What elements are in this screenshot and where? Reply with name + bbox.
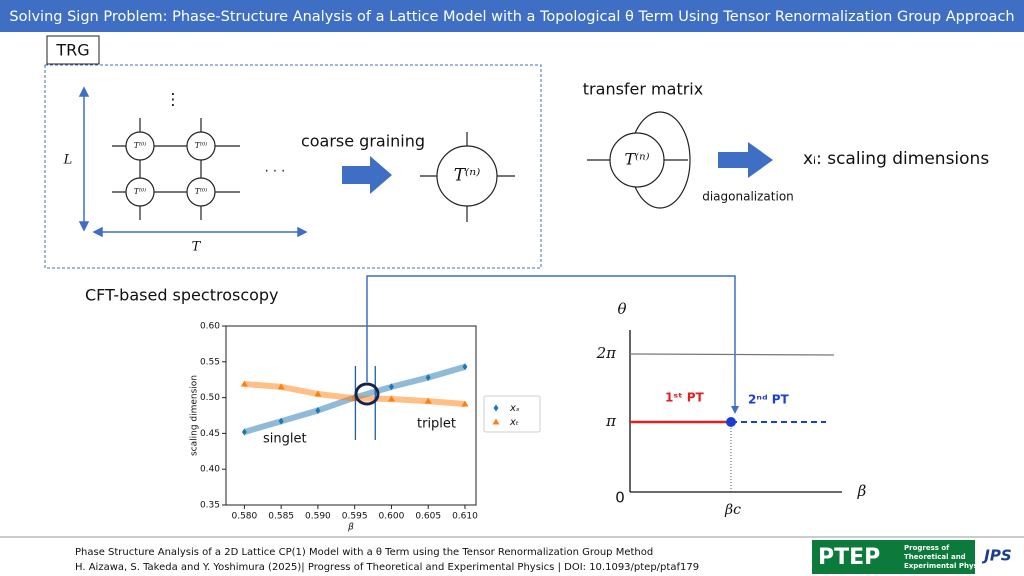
point	[424, 397, 432, 404]
y-tick-label: 0.40	[200, 465, 220, 475]
point	[314, 390, 322, 397]
transfer-shape	[587, 111, 691, 209]
trg-label-box	[46, 35, 100, 65]
header-title: Solving Sign Problem: Phase-Structure An…	[9, 9, 1014, 25]
phase-axes	[629, 330, 842, 493]
diagonalization: diagonalization	[702, 190, 794, 204]
theta-label: θ	[617, 300, 626, 318]
x-tick-label: 0.605	[415, 512, 441, 522]
point	[278, 417, 284, 425]
beta-c: βc	[724, 502, 741, 518]
y-tick-label: 0.35	[200, 501, 220, 511]
logo-sub: Progress of	[904, 544, 950, 552]
l-label: L	[63, 153, 73, 168]
legend-marker	[493, 404, 499, 412]
point	[241, 428, 247, 436]
legend-label: xₜ	[509, 417, 519, 428]
society: JPS	[981, 547, 1011, 565]
first-pt: 1ˢᵗ PT	[665, 391, 705, 405]
transfer-tensor: T⁽ⁿ⁾	[624, 150, 649, 169]
y-tick-label: 0.60	[200, 322, 220, 332]
lattice	[112, 118, 240, 220]
x-tick-label: 0.610	[452, 512, 478, 522]
two-pi-line	[629, 353, 835, 356]
tensor-label: T⁽⁰⁾	[195, 187, 208, 196]
x-axis-label: β	[347, 523, 354, 533]
pi: π	[605, 412, 617, 430]
coarse-graining: coarse graining	[301, 132, 425, 151]
footer-line: H. Aizawa, S. Takeda and Y. Yoshimura (2…	[75, 562, 699, 573]
two-pi: 2π	[596, 344, 618, 362]
point	[462, 363, 468, 371]
beta-label: β	[857, 482, 867, 500]
point	[277, 383, 285, 390]
point	[387, 395, 395, 402]
point	[388, 383, 394, 391]
size-arrows	[78, 86, 308, 238]
horizontal-dots: · · ·	[265, 165, 286, 180]
y-tick-label: 0.50	[200, 393, 220, 403]
y-tick-label: 0.45	[200, 429, 220, 439]
tensor-label: T⁽⁰⁾	[134, 187, 147, 196]
y-axis-label: scaling dimension	[190, 375, 200, 456]
chart: 0.580 0.585 0.590 0.595 0.600 0.605 0.610 0.35 0…	[190, 322, 541, 533]
x-tick-label: 0.585	[268, 512, 294, 522]
plot-area	[225, 325, 477, 506]
legend-marker	[492, 418, 500, 425]
logo-sub: Theoretical and	[904, 553, 966, 561]
annotation: triplet	[417, 417, 456, 432]
legend-label: xₛ	[509, 403, 520, 414]
tensor-label: T⁽⁰⁾	[195, 141, 208, 150]
block-arrow	[342, 156, 392, 194]
scaling-dimensions: xᵢ: scaling dimensions	[803, 149, 989, 169]
trg-label: TRG	[55, 41, 89, 60]
vertical-dots: ⋮	[165, 90, 181, 109]
coarse-tensor: T⁽ⁿ⁾	[454, 166, 481, 186]
x-tick-label: 0.590	[305, 512, 331, 522]
trg-box	[44, 64, 542, 269]
logo-sub: Experimental Physics	[904, 562, 988, 570]
coarse-tensor-shape	[420, 132, 515, 222]
spectroscopy-title: CFT-based spectroscopy	[85, 286, 279, 305]
y-tick-label: 0.55	[200, 357, 220, 367]
highlight	[354, 382, 380, 406]
point	[461, 400, 469, 407]
footer-line: Phase Structure Analysis of a 2D Lattice…	[75, 547, 653, 558]
connector-head	[731, 406, 739, 414]
point	[315, 406, 321, 414]
zero: 0	[615, 489, 625, 507]
t-label: T	[192, 240, 202, 255]
second-pt: 2ⁿᵈ PT	[748, 393, 790, 407]
x-tick-label: 0.595	[342, 512, 368, 522]
x-tick-label: 0.600	[379, 512, 405, 522]
logo-box	[812, 540, 975, 574]
connector	[366, 275, 736, 408]
logo: PTEP	[818, 545, 880, 570]
header-bar	[0, 0, 1024, 32]
block-arrow	[718, 142, 773, 178]
transfer-title: transfer matrix	[583, 80, 703, 99]
point	[240, 380, 248, 387]
critical-point	[726, 417, 736, 427]
point	[425, 374, 431, 382]
tensor-label: T⁽⁰⁾	[134, 141, 147, 150]
x-tick-label: 0.580	[231, 512, 257, 522]
annotation: singlet	[263, 432, 307, 447]
